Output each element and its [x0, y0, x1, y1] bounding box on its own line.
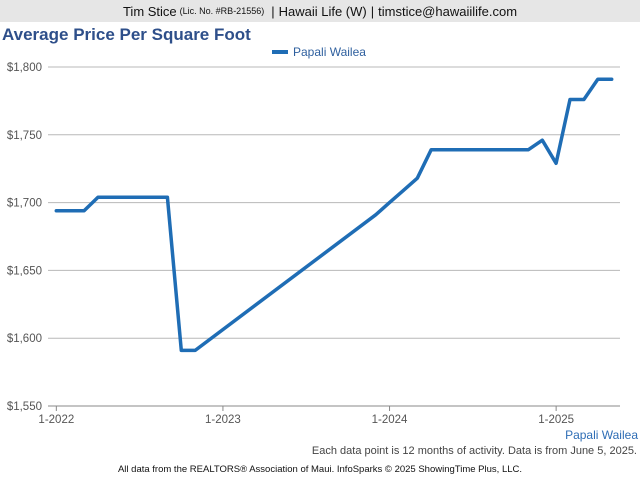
data-note: Each data point is 12 months of activity… — [311, 445, 637, 457]
series-name-label: Papali Wailea — [565, 428, 638, 442]
legend-swatch — [272, 50, 288, 54]
y-tick-label: $1,800 — [7, 62, 42, 74]
separator: | — [271, 3, 275, 19]
brokerage-name: Hawaii Life (W) — [278, 3, 367, 19]
x-tick-label: 1-2023 — [205, 414, 241, 426]
x-tick-label: 1-2025 — [538, 414, 574, 426]
y-tick-label: $1,550 — [7, 401, 42, 413]
header-bar: Tim Stice (Lic. No. #RB-21556) | Hawaii … — [0, 0, 640, 22]
chart-legend: Papali Wailea — [272, 45, 366, 59]
footer-credit: All data from the REALTORS® Association … — [117, 464, 523, 475]
separator: | — [370, 3, 375, 19]
legend-label: Papali Wailea — [293, 45, 366, 59]
agent-email: timstice@hawaiilife.com — [378, 3, 518, 19]
series-line-papali-wailea — [54, 77, 614, 353]
chart-title: Average Price Per Square Foot — [2, 25, 251, 44]
agent-name: Tim Stice — [122, 3, 177, 19]
y-tick-label: $1,650 — [7, 265, 42, 277]
x-tick-label: 1-2024 — [372, 414, 408, 426]
y-tick-label: $1,700 — [7, 198, 42, 210]
x-tick-label: 1-2022 — [38, 414, 74, 426]
y-tick-label: $1,750 — [7, 130, 42, 142]
license-number: (Lic. No. #RB-21556) — [179, 6, 265, 16]
y-tick-label: $1,600 — [7, 333, 42, 345]
